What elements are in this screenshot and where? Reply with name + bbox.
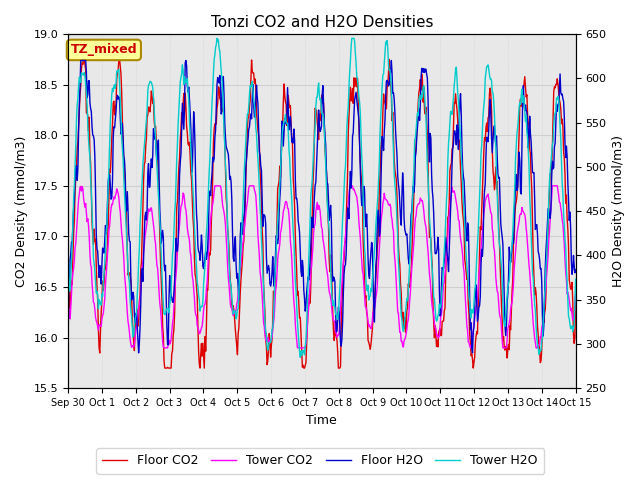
Tower H2O	[177, 75, 185, 81]
Tower CO2	[160, 345, 168, 351]
Tower CO2	[572, 291, 579, 297]
Title: Tonzi CO2 and H2O Densities: Tonzi CO2 and H2O Densities	[211, 15, 433, 30]
Y-axis label: H2O Density (mmol/m3): H2O Density (mmol/m3)	[612, 135, 625, 287]
Tower H2O	[74, 102, 81, 108]
Floor CO2	[161, 365, 168, 371]
Tower H2O	[399, 328, 407, 334]
Floor CO2	[572, 298, 579, 304]
Tower H2O	[213, 36, 221, 41]
Floor H2O	[77, 58, 84, 63]
Tower H2O	[385, 63, 392, 69]
Floor H2O	[572, 267, 579, 273]
Floor H2O	[64, 350, 72, 356]
Tower CO2	[205, 252, 212, 257]
Text: TZ_mixed: TZ_mixed	[70, 43, 137, 57]
Floor CO2	[205, 250, 213, 256]
Floor CO2	[399, 310, 407, 315]
Floor H2O	[399, 170, 406, 176]
Line: Tower CO2: Tower CO2	[68, 186, 575, 348]
Floor H2O	[126, 239, 134, 245]
Tower CO2	[74, 215, 81, 221]
Floor H2O	[178, 124, 186, 130]
Floor H2O	[205, 224, 212, 229]
Floor H2O	[384, 79, 392, 85]
Line: Floor CO2: Floor CO2	[68, 59, 575, 368]
Tower H2O	[125, 280, 133, 286]
Tower CO2	[399, 344, 407, 350]
Tower CO2	[125, 330, 133, 336]
Line: Tower H2O: Tower H2O	[68, 38, 575, 357]
Legend: Floor CO2, Tower CO2, Floor H2O, Tower H2O: Floor CO2, Tower CO2, Floor H2O, Tower H…	[96, 448, 544, 474]
Floor H2O	[74, 178, 81, 183]
Line: Floor H2O: Floor H2O	[68, 60, 575, 353]
Tower H2O	[64, 249, 72, 255]
Floor CO2	[385, 69, 392, 74]
Tower CO2	[385, 202, 392, 207]
X-axis label: Time: Time	[307, 414, 337, 427]
Floor CO2	[179, 120, 186, 126]
Tower H2O	[572, 276, 579, 282]
Floor CO2	[126, 273, 134, 279]
Tower H2O	[296, 354, 304, 360]
Tower CO2	[64, 301, 72, 307]
Tower CO2	[178, 202, 186, 208]
Tower CO2	[211, 183, 219, 189]
Y-axis label: CO2 Density (mmol/m3): CO2 Density (mmol/m3)	[15, 135, 28, 287]
Floor CO2	[64, 248, 72, 253]
Tower H2O	[204, 202, 212, 207]
Floor CO2	[74, 144, 81, 150]
Floor CO2	[80, 56, 88, 62]
